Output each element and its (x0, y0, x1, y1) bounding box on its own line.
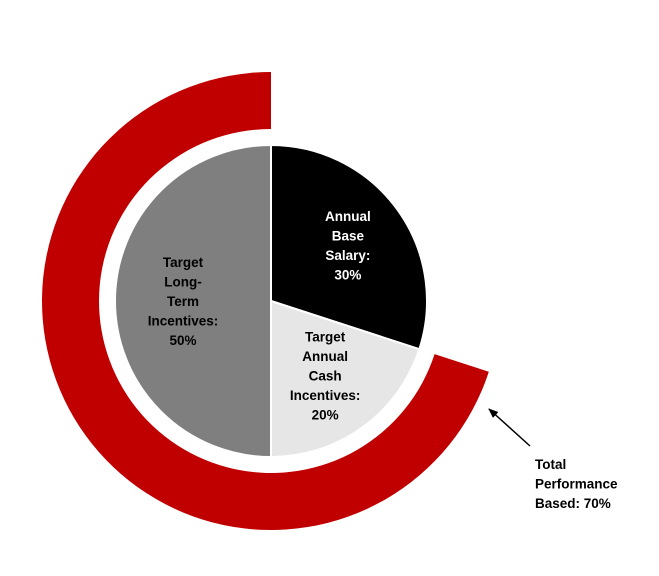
slice-label: Target Annual Cash Incentives: 20% (290, 329, 361, 422)
slice-label: Target Long-Term Incentives: 50% (148, 255, 219, 348)
ring-label: Total Performance Based: 70% (535, 457, 618, 511)
annotation: Total Performance Based: 70% (488, 408, 618, 511)
pie-slice (270, 299, 421, 459)
pie-slice (114, 143, 272, 459)
annotation-arrow (488, 408, 531, 447)
inner-pie (114, 143, 428, 459)
slice-labels: Annual Base Salary: 30% Target Annual Cash Ince… (148, 209, 371, 423)
slice-label: Annual Base Salary: 30% (325, 209, 371, 283)
pie-slice (270, 143, 428, 351)
